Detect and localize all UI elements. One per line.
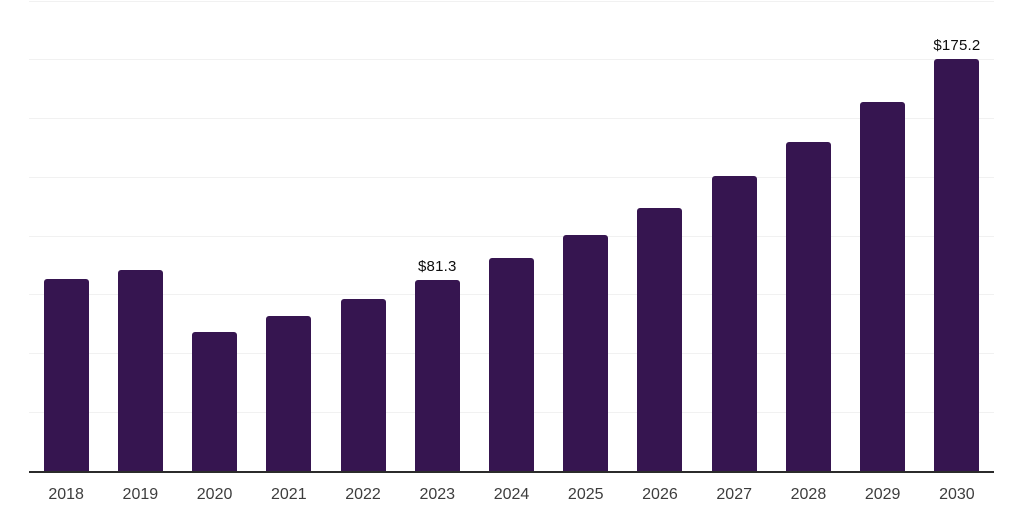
bar-2030 (934, 59, 980, 471)
x-tick-2021: 2021 (271, 486, 307, 503)
x-tick-2028: 2028 (790, 486, 827, 503)
bar-2023 (414, 279, 460, 471)
bar-2018 (43, 279, 89, 471)
x-tick-2019: 2019 (122, 486, 159, 503)
x-tick-2024: 2024 (493, 486, 530, 503)
bar-2019 (117, 270, 163, 471)
x-tick-2018: 2018 (48, 486, 84, 503)
plot-area: $81.3 $175.2 (29, 0, 994, 473)
bar-2026 (637, 207, 683, 471)
gridline-175 (29, 59, 994, 61)
bar-2022 (340, 299, 386, 471)
x-tick-2030: 2030 (939, 486, 975, 503)
bar-2020 (192, 332, 238, 471)
x-tick-2020: 2020 (196, 486, 233, 503)
x-tick-2026: 2026 (642, 486, 678, 503)
bar-2029 (860, 102, 906, 471)
x-tick-2029: 2029 (864, 486, 901, 503)
value-label-2023: $81.3 (417, 257, 457, 275)
bar-2021 (266, 316, 312, 471)
x-tick-2022: 2022 (345, 486, 381, 503)
value-label-2030: $175.2 (933, 37, 981, 55)
x-axis: 2018 2019 2020 2021 2022 2023 2024 2025 2026 2027… (29, 487, 994, 507)
bar-2024 (489, 258, 534, 471)
x-tick-2025: 2025 (567, 486, 604, 503)
x-tick-2023: 2023 (419, 486, 456, 503)
bar-2028 (785, 142, 831, 471)
bar-2027 (711, 175, 757, 471)
gridline-150 (29, 118, 994, 119)
gridline-200 (29, 0, 994, 2)
x-tick-2027: 2027 (716, 486, 752, 503)
gridline-100 (29, 235, 994, 237)
gridline-125 (29, 176, 994, 178)
bar-2025 (563, 234, 609, 471)
